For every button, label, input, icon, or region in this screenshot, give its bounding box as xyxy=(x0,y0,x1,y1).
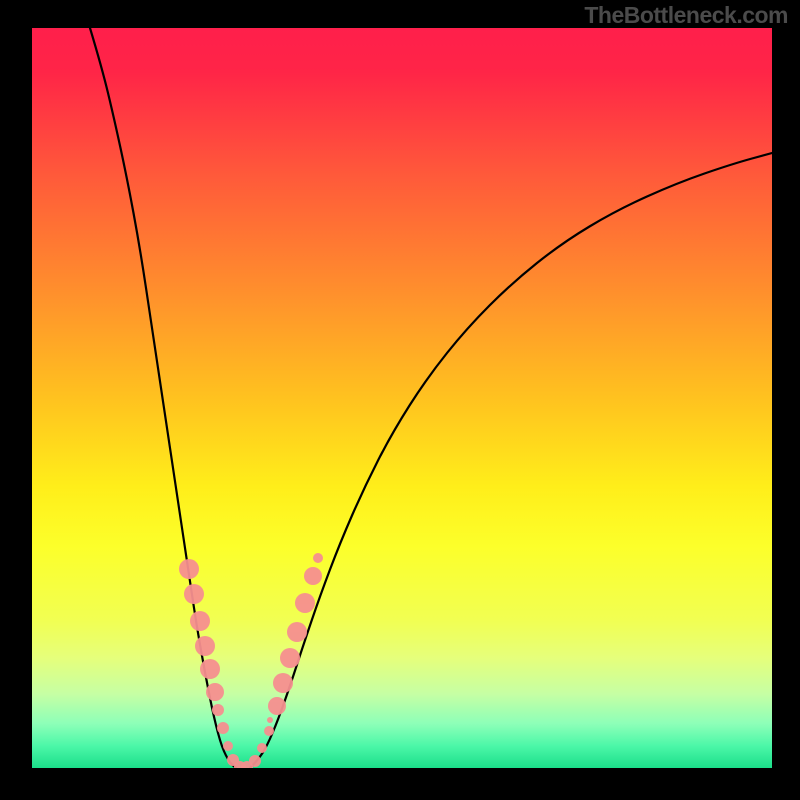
marker-dot xyxy=(200,659,220,679)
marker-dot xyxy=(267,717,273,723)
curve-overlay xyxy=(32,28,772,768)
marker-dot xyxy=(257,743,267,753)
marker-dot xyxy=(273,673,293,693)
marker-dot xyxy=(206,683,224,701)
curve-left-branch xyxy=(90,28,236,768)
marker-dot xyxy=(280,648,300,668)
marker-dot xyxy=(195,636,215,656)
marker-dot xyxy=(295,593,315,613)
marker-dot xyxy=(268,697,286,715)
marker-dot xyxy=(217,722,229,734)
curve-right-branch xyxy=(250,153,772,768)
marker-dot xyxy=(287,622,307,642)
marker-dot xyxy=(179,559,199,579)
marker-dot xyxy=(249,755,261,767)
marker-dot xyxy=(304,567,322,585)
marker-dot xyxy=(190,611,210,631)
marker-dot xyxy=(212,704,224,716)
watermark-text: TheBottleneck.com xyxy=(584,2,788,29)
marker-dot xyxy=(313,553,323,563)
plot-area xyxy=(32,28,772,768)
vertex-markers xyxy=(179,553,323,768)
marker-dot xyxy=(223,741,233,751)
marker-dot xyxy=(264,726,274,736)
marker-dot xyxy=(184,584,204,604)
